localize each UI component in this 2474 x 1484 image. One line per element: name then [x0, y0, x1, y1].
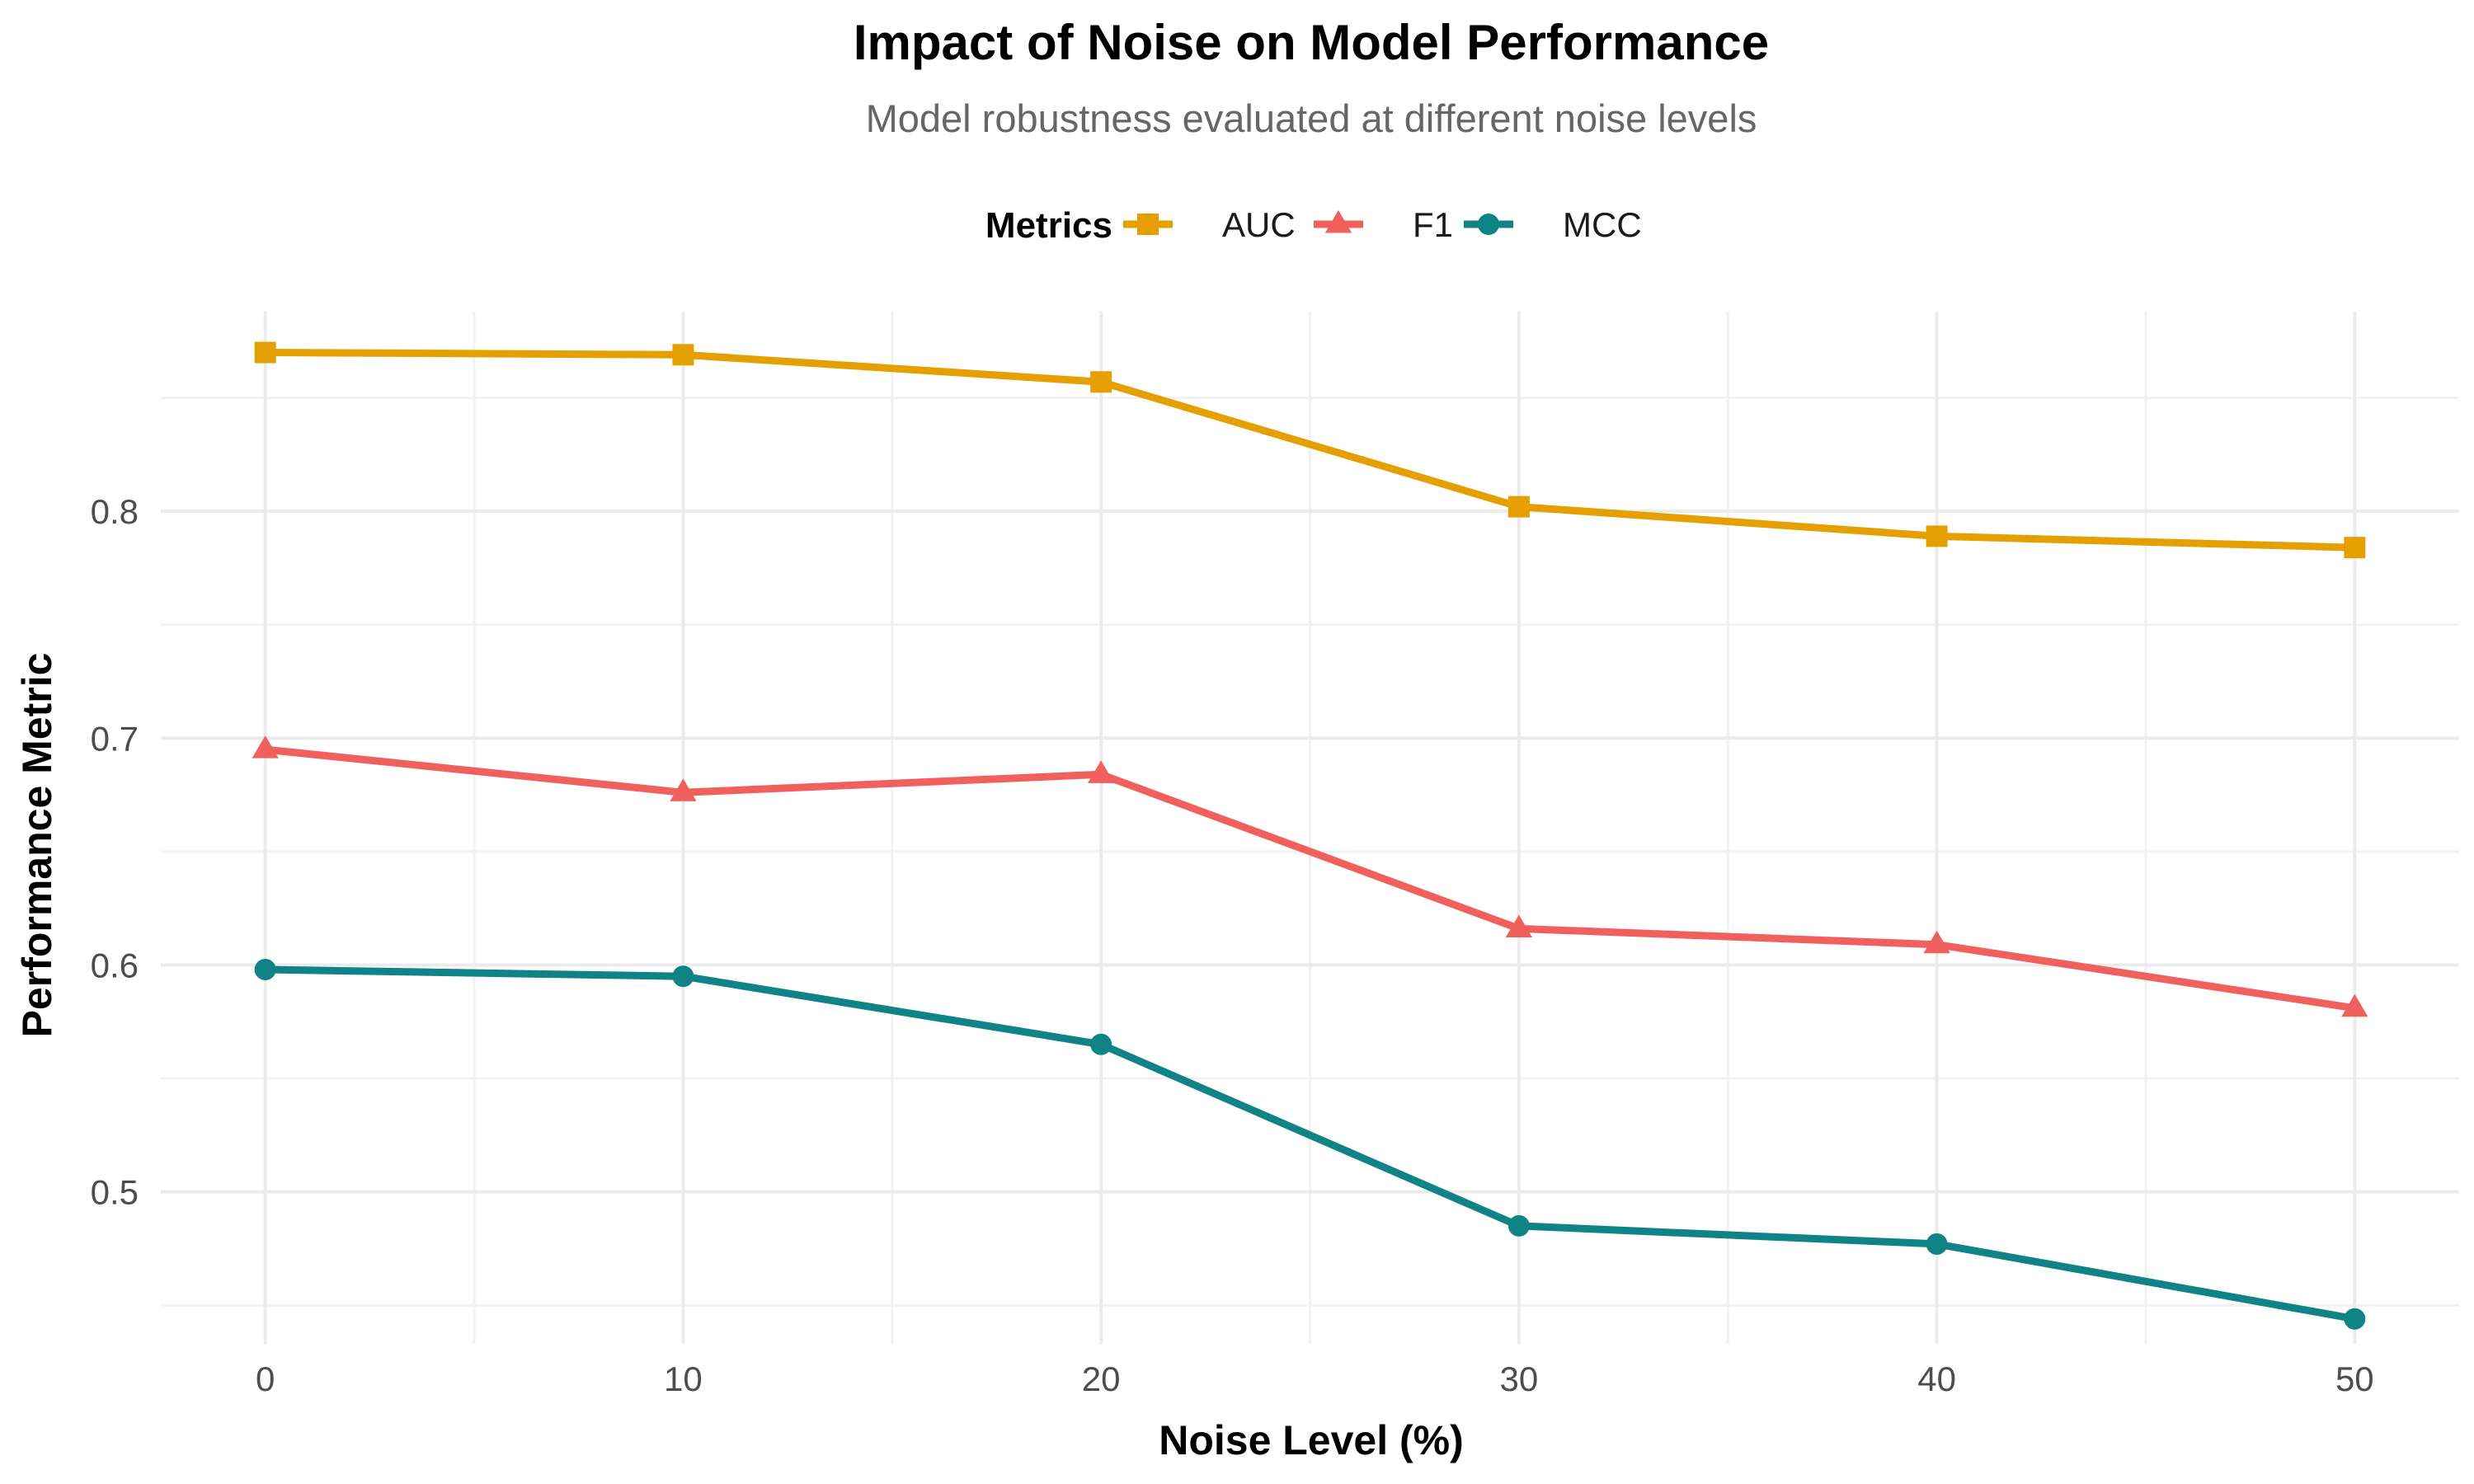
auc-point — [672, 344, 694, 366]
auc-point — [2344, 537, 2366, 559]
auc-point — [254, 341, 276, 364]
x-axis-title: Noise Level (%) — [1159, 1417, 1464, 1463]
legend-f1-marker — [1324, 210, 1352, 233]
auc-point — [1926, 525, 1948, 547]
legend-item-f1: F1 — [1314, 205, 1453, 244]
y-axis-title: Performance Metric — [14, 653, 60, 1038]
f1-point — [1923, 930, 1950, 954]
legend-item-auc: AUC — [1123, 205, 1296, 244]
f1-point — [2341, 993, 2368, 1017]
mcc-point — [672, 965, 694, 988]
y-tick-label: 0.6 — [91, 946, 139, 984]
legend-auc-label: AUC — [1222, 205, 1296, 244]
legend-f1-label: F1 — [1413, 205, 1453, 244]
f1-point — [670, 778, 697, 801]
grid — [161, 312, 2459, 1344]
mcc-point — [1926, 1233, 1948, 1255]
f1-point — [1505, 914, 1533, 937]
x-tick-label: 30 — [1500, 1360, 1539, 1398]
legend: Metrics AUC F1 MCC — [985, 205, 1642, 246]
mcc-point — [1507, 1214, 1530, 1237]
legend-items: AUC F1 MCC — [1123, 205, 1642, 244]
x-tick-label: 50 — [2335, 1360, 2374, 1398]
f1-line — [261, 745, 2359, 1012]
auc-point — [1507, 495, 1530, 518]
x-tick-label: 40 — [1917, 1360, 1956, 1398]
legend-mcc-label: MCC — [1563, 205, 1642, 244]
legend-mcc-marker — [1478, 214, 1499, 235]
y-axis-ticks: 0.5 0.6 0.7 0.8 — [91, 492, 139, 1211]
mcc-point — [1090, 1033, 1112, 1055]
legend-auc-marker — [1137, 214, 1159, 235]
series-f1 — [252, 735, 2368, 1017]
legend-title: Metrics — [985, 205, 1112, 246]
x-tick-label: 0 — [256, 1360, 275, 1398]
legend-item-mcc: MCC — [1464, 205, 1642, 244]
series-layer — [252, 341, 2368, 1330]
chart-title: Impact of Noise on Model Performance — [854, 15, 1769, 70]
series-mcc — [254, 958, 2366, 1330]
f1-point — [1087, 760, 1115, 783]
y-tick-label: 0.7 — [91, 719, 139, 758]
x-axis-ticks: 0 10 20 30 40 50 — [256, 1360, 2374, 1398]
x-tick-label: 20 — [1082, 1360, 1121, 1398]
auc-point — [1090, 371, 1112, 393]
x-tick-label: 10 — [664, 1360, 703, 1398]
mcc-point — [2344, 1308, 2366, 1330]
chart-subtitle: Model robustness evaluated at different … — [866, 96, 1757, 140]
mcc-line — [261, 965, 2359, 1323]
y-tick-label: 0.5 — [91, 1173, 139, 1212]
series-auc — [254, 341, 2366, 559]
mcc-point — [254, 958, 276, 980]
f1-point — [252, 735, 279, 758]
y-tick-label: 0.8 — [91, 492, 139, 531]
auc-line — [261, 349, 2359, 552]
